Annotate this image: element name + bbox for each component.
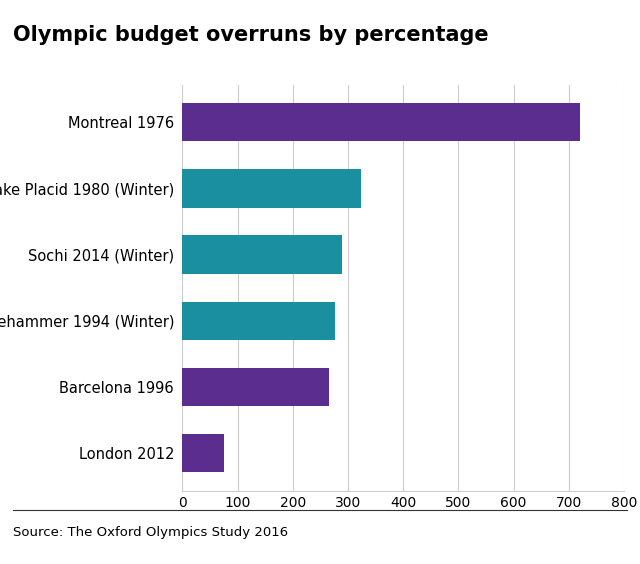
Text: BBC: BBC <box>569 531 599 544</box>
Bar <box>182 103 580 142</box>
Bar <box>182 434 225 472</box>
Bar <box>182 368 329 406</box>
Bar <box>182 169 361 208</box>
Text: Olympic budget overruns by percentage: Olympic budget overruns by percentage <box>13 25 488 45</box>
Bar <box>182 235 342 274</box>
Text: Source: The Oxford Olympics Study 2016: Source: The Oxford Olympics Study 2016 <box>13 526 288 539</box>
Bar <box>182 302 335 340</box>
